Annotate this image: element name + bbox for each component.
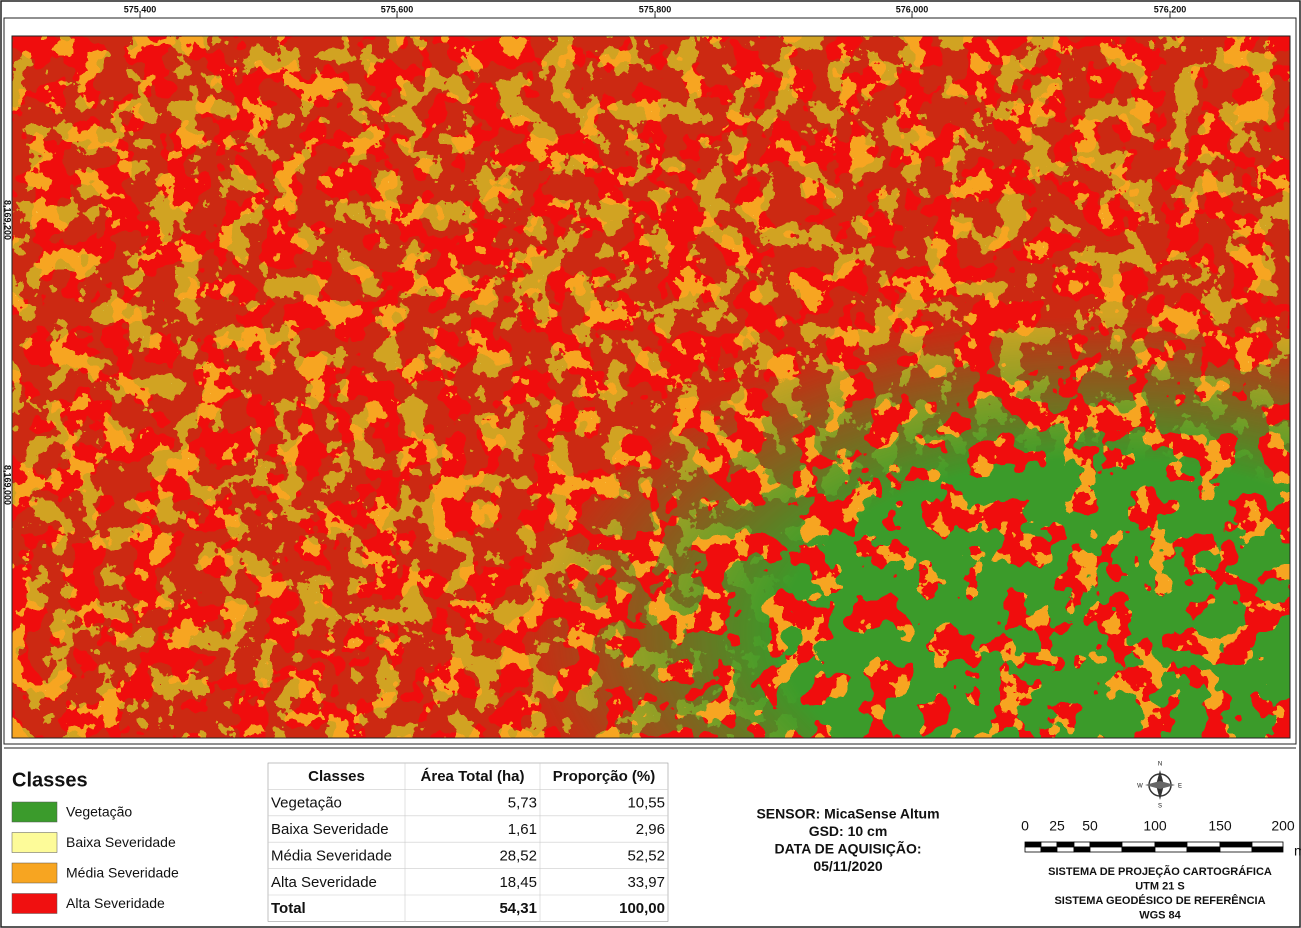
map-frame [3, 17, 1297, 745]
scale-label: 150 [1208, 818, 1232, 834]
scale-label: 0 [1021, 818, 1029, 834]
table-cell: 18,45 [499, 874, 537, 891]
table-cell: Total [271, 900, 306, 917]
scale-seg [1219, 841, 1253, 848]
legend-swatch [11, 832, 58, 853]
raster-border [11, 35, 1291, 739]
scale-seg [1024, 841, 1042, 848]
classified-raster [12, 36, 1290, 738]
scale-seg [1121, 846, 1156, 853]
compass-s: S [1158, 804, 1162, 810]
table-cell: 10,55 [627, 795, 665, 812]
projection-text: WGS 84 [1139, 909, 1181, 921]
y-coord-label: 8,169,000 [3, 465, 13, 505]
table-cell: 1,61 [508, 821, 537, 838]
scale-seg [1219, 846, 1253, 853]
scale-seg [1121, 841, 1156, 848]
scale-label: 25 [1049, 818, 1065, 834]
table-cell: Média Severidade [271, 847, 392, 864]
scale-seg [1040, 846, 1058, 853]
legend-label: Baixa Severidade [66, 834, 176, 850]
compass-n: N [1158, 762, 1162, 768]
y-coord-label: 8,169,200 [3, 200, 13, 240]
x-coord-label: 575,600 [381, 4, 414, 14]
x-coord-label: 575,800 [639, 4, 672, 14]
scale-seg [1186, 846, 1221, 853]
legend-label: Média Severidade [66, 865, 179, 881]
projection-text: UTM 21 S [1135, 880, 1185, 892]
scale-seg [1089, 846, 1123, 853]
scale-seg [1073, 841, 1091, 848]
legend-swatch [11, 862, 58, 884]
table-cell: 2,96 [636, 821, 665, 838]
scale-seg [1040, 841, 1058, 848]
legend-label: Alta Severidade [66, 895, 165, 911]
scale-seg [1056, 841, 1075, 848]
legend-title: Classes [12, 769, 88, 791]
sensor-info: 05/11/2020 [813, 858, 883, 874]
sensor-info: GSD: 10 cm [809, 823, 888, 839]
scale-seg [1251, 846, 1284, 853]
table-cell: Baixa Severidade [271, 821, 389, 838]
table-cell: 28,52 [499, 847, 537, 864]
scale-label: 50 [1082, 818, 1098, 834]
table-cell: 33,97 [627, 874, 665, 891]
scale-seg [1089, 841, 1123, 848]
projection-text: SISTEMA DE PROJEÇÃO CARTOGRÁFICA [1048, 865, 1272, 878]
table-header: Proporção (%) [553, 768, 656, 785]
scale-seg [1154, 841, 1188, 848]
table-cell: 5,73 [508, 795, 537, 812]
scale-seg [1056, 846, 1075, 853]
sensor-info: DATA DE AQUISIÇÃO: [775, 840, 922, 857]
legend-label: Vegetação [66, 804, 132, 820]
scale-seg [1073, 846, 1091, 853]
scale-unit: m [1294, 843, 1301, 859]
x-coord-label: 576,200 [1154, 4, 1187, 14]
table-header: Classes [308, 768, 365, 785]
compass-w: W [1137, 784, 1143, 790]
scale-seg [1024, 846, 1042, 853]
table-cell: Vegetação [271, 795, 342, 812]
table-cell: 100,00 [619, 900, 665, 917]
compass-e: E [1178, 784, 1182, 790]
legend-swatch [11, 893, 58, 914]
projection-text: SISTEMA GEODÉSICO DE REFERÊNCIA [1054, 894, 1265, 907]
scale-seg [1186, 841, 1221, 848]
scale-seg [1251, 841, 1284, 848]
compass: N E S W [1137, 762, 1182, 810]
scale-label: 100 [1143, 818, 1167, 834]
raster-vegetation [12, 36, 1290, 738]
table-header: Área Total (ha) [421, 768, 525, 785]
sensor-info: SENSOR: MicaSense Altum [756, 806, 939, 822]
table-cell: Alta Severidade [271, 874, 377, 891]
legend-swatch [11, 801, 58, 823]
x-coord-label: 576,000 [896, 4, 929, 14]
x-coord-label: 575,400 [124, 4, 157, 14]
table-cell: 52,52 [627, 847, 665, 864]
scale-seg [1154, 846, 1188, 853]
table-cell: 54,31 [499, 900, 537, 917]
scale-label: 200 [1271, 818, 1295, 834]
